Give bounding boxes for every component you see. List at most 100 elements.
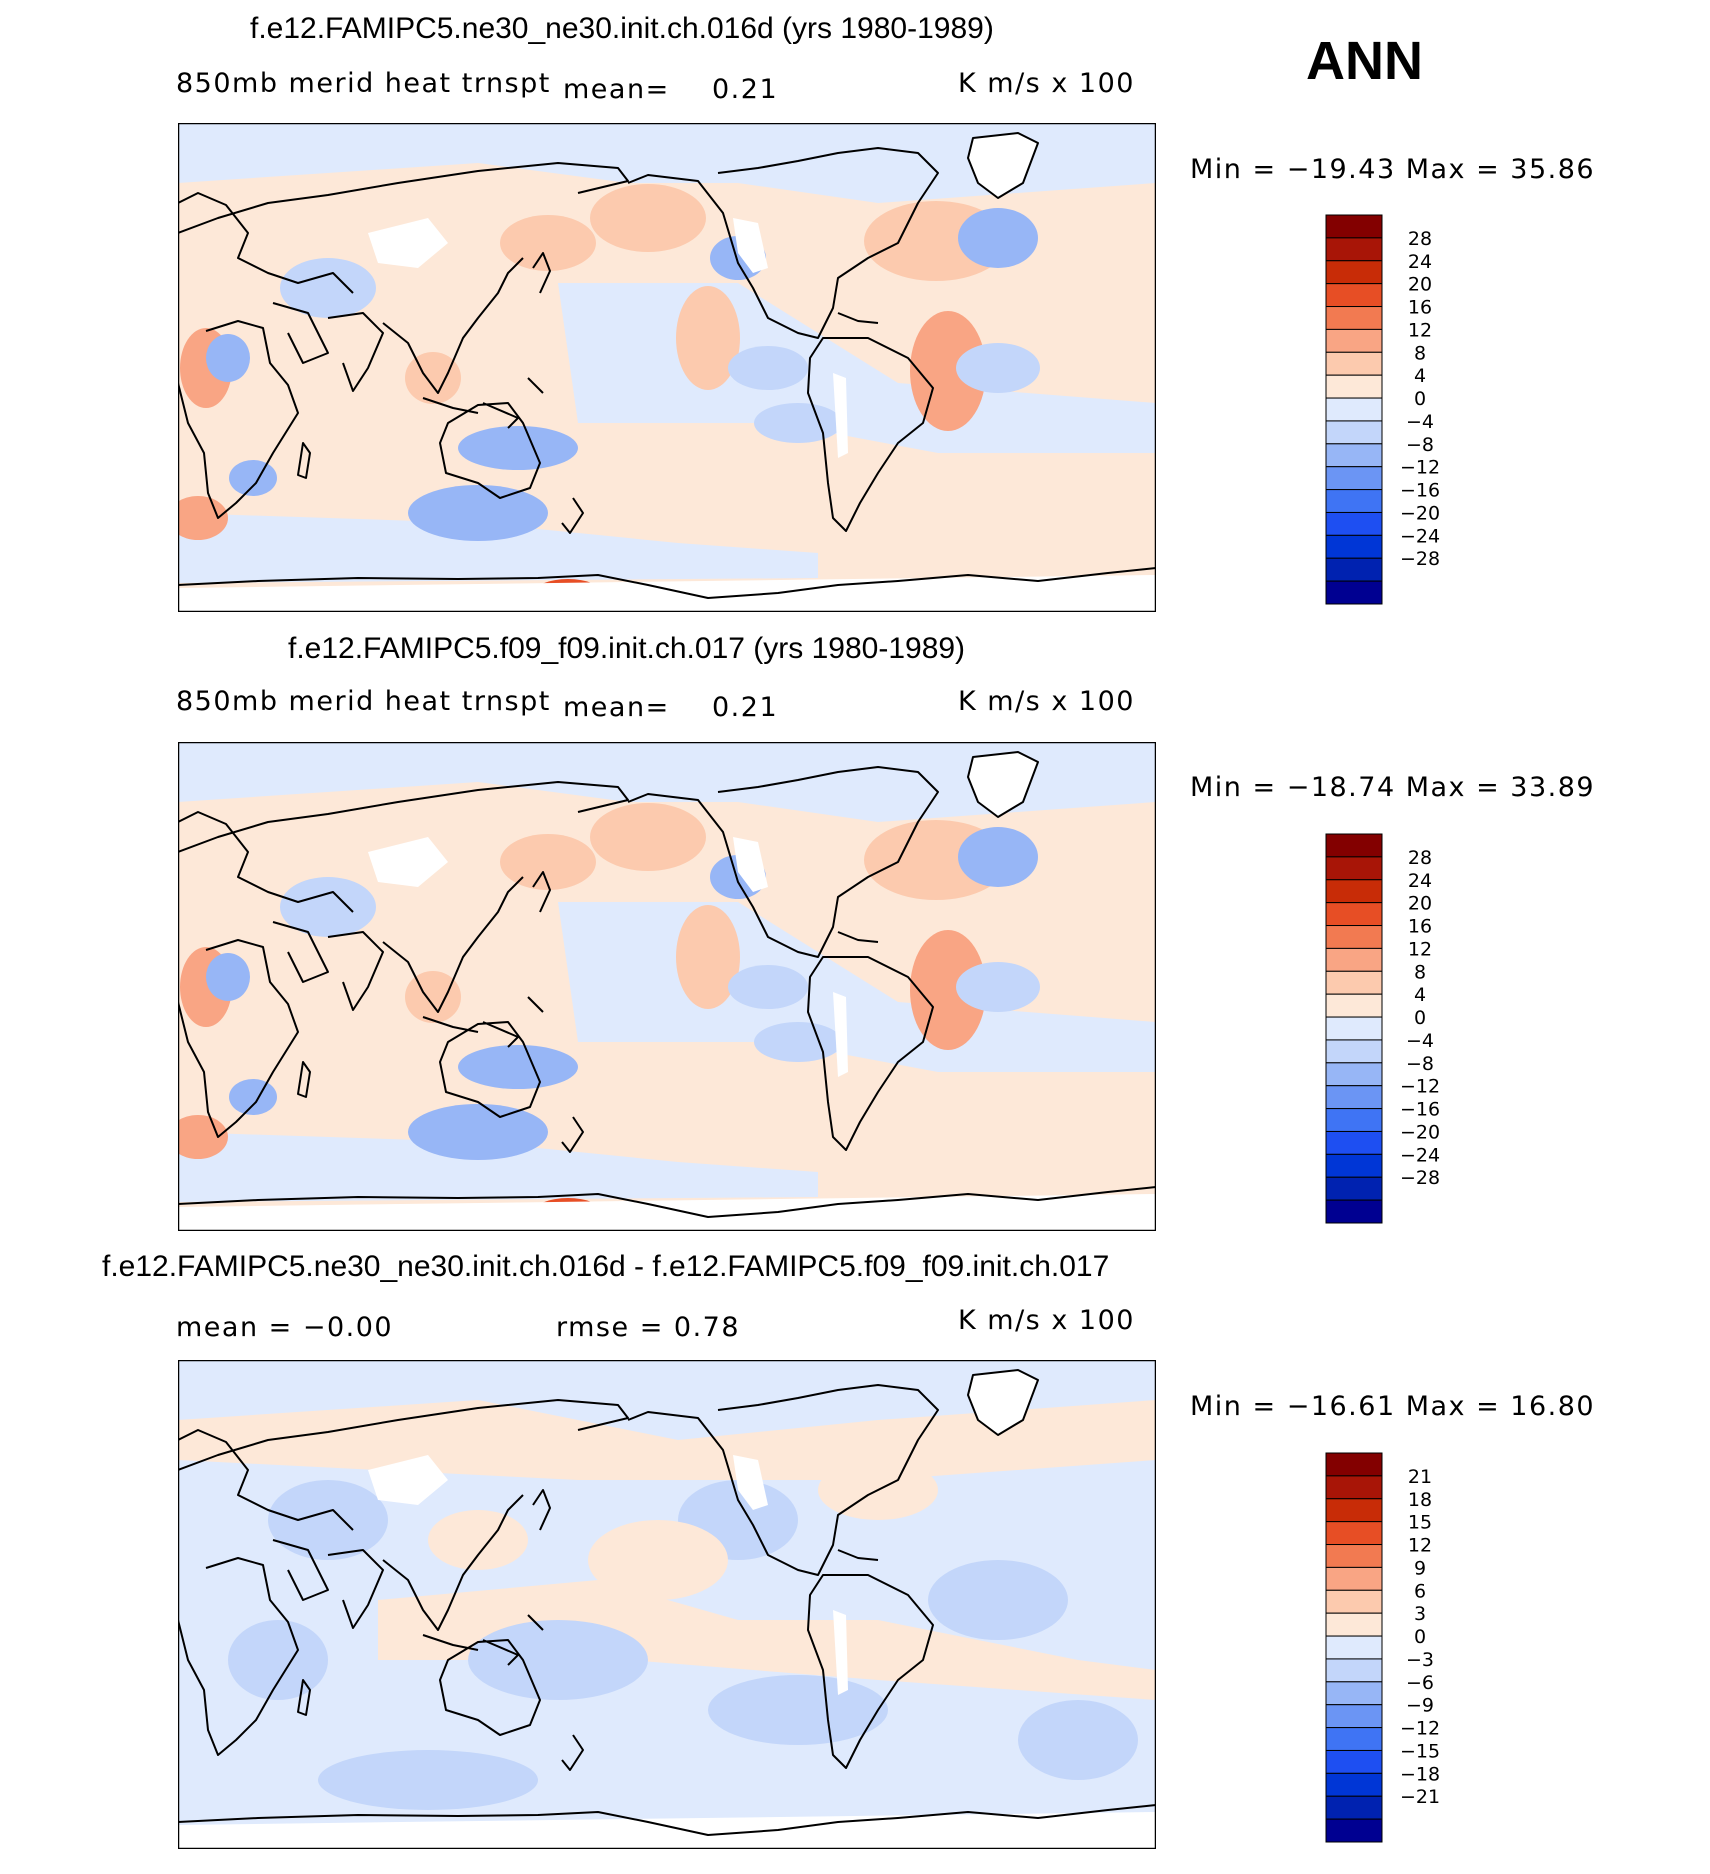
coastline <box>561 497 584 534</box>
panel2-title: f.e12.FAMIPC5.f09_f09.init.ch.017 (yrs 1… <box>288 632 966 665</box>
colorbar-tick-label: −9 <box>1406 1695 1434 1717</box>
colorbar-tick-label: −12 <box>1400 457 1440 479</box>
coastline <box>178 192 354 294</box>
coastline <box>178 939 299 1138</box>
field-band <box>178 123 1156 203</box>
coastline <box>482 1021 519 1048</box>
coastline <box>527 996 544 1013</box>
colorbar-cell <box>1325 1795 1383 1820</box>
coastline <box>627 1384 939 1576</box>
colorbar-tick-label: 12 <box>1408 1535 1432 1557</box>
field-anomaly <box>588 1520 728 1600</box>
coastline <box>178 1557 299 1756</box>
coastlines <box>178 751 1156 1218</box>
field-anomaly <box>178 1115 228 1159</box>
season-label: ANN <box>1306 31 1423 91</box>
colorbar-cell <box>1325 580 1383 605</box>
coastline <box>532 252 551 294</box>
colorbar-cell <box>1325 1635 1383 1660</box>
coastline <box>532 871 551 913</box>
colorbar-cell <box>1325 925 1383 949</box>
colorbar-tick-label: −24 <box>1400 525 1440 547</box>
panel1-mean-label: mean= <box>563 74 670 105</box>
coastline <box>422 1016 479 1033</box>
colorbar-tick-label: 9 <box>1414 1557 1426 1579</box>
colorbar-cell <box>1325 1475 1383 1500</box>
colorbar-tick-label: 8 <box>1414 961 1426 983</box>
colorbar-cell <box>1325 489 1383 513</box>
colorbar-tick-label: −4 <box>1406 1030 1434 1052</box>
missing-data-andes <box>833 992 848 1077</box>
colorbar-cell <box>1325 1681 1383 1706</box>
map-frame <box>178 1360 1156 1849</box>
panel3-title: f.e12.FAMIPC5.ne30_ne30.init.ch.016d - f… <box>102 1250 1110 1283</box>
colorbar-cell <box>1325 1452 1383 1477</box>
colorbar-tick-label: 0 <box>1414 1007 1426 1029</box>
coastline <box>439 1639 541 1736</box>
colorbar-cell <box>1325 1016 1383 1041</box>
field-anomaly <box>178 496 228 540</box>
colorbar-tick-label: −20 <box>1400 502 1440 524</box>
coastline <box>272 1539 329 1601</box>
missing-data-greenland <box>968 752 1038 817</box>
coastline <box>532 1489 551 1531</box>
panel1-map <box>178 123 1156 612</box>
colorbar-tick-label: −24 <box>1400 1144 1440 1166</box>
coastlines <box>178 132 1156 599</box>
panel1-units: K m/s x 100 <box>958 68 1135 99</box>
colorbar-tick-label: −28 <box>1400 548 1440 570</box>
colorbar-tick-label: −12 <box>1400 1718 1440 1740</box>
colorbar-cell <box>1325 1749 1383 1774</box>
colorbar-tick-label: 28 <box>1408 847 1432 869</box>
missing-data-tibet <box>368 837 448 887</box>
panel1-min-max: Min = −19.43 Max = 35.86 <box>1190 154 1596 185</box>
field-band <box>178 742 1156 822</box>
field-anomaly <box>968 298 1148 358</box>
field-anomaly <box>500 834 596 890</box>
colorbar-cell <box>1325 1589 1383 1614</box>
coastline <box>561 1116 584 1153</box>
missing-data-greenland <box>968 133 1038 198</box>
colorbar-tick-label: 16 <box>1408 297 1432 319</box>
colorbar-tick-label: −12 <box>1400 1076 1440 1098</box>
map-frame <box>178 742 1156 1231</box>
coastline <box>527 377 544 394</box>
colorbar-tick-label: 28 <box>1408 228 1432 250</box>
coastline <box>178 1429 354 1531</box>
missing-data-rockies <box>733 1455 768 1510</box>
colorbar-tick-label: 12 <box>1408 319 1432 341</box>
coastline <box>178 1804 1156 1836</box>
colorbar-cell <box>1325 947 1383 972</box>
missing-data-antarctica <box>178 575 1156 612</box>
colorbar-cell <box>1325 397 1383 422</box>
colorbar-cell <box>1325 1153 1383 1178</box>
coastline <box>382 257 524 394</box>
field-anomaly <box>408 1104 548 1160</box>
field-anomaly <box>590 803 706 871</box>
colorbar-cell <box>1325 970 1383 995</box>
colorbar-tick-label: −16 <box>1400 1099 1440 1121</box>
field-anomaly <box>590 184 706 252</box>
panel2-map <box>178 742 1156 1231</box>
coastline <box>807 956 934 1151</box>
colorbar-tick-label: −18 <box>1400 1763 1440 1785</box>
colorbar-tick-label: −8 <box>1406 434 1434 456</box>
colorbar-tick-label: 15 <box>1408 1512 1432 1534</box>
coastline <box>422 1634 479 1651</box>
map-frame <box>178 123 1156 612</box>
colorbar-cell <box>1325 260 1383 285</box>
colorbar-cell <box>1325 1062 1383 1087</box>
coastline <box>327 312 384 392</box>
colorbar-cell <box>1325 902 1383 927</box>
panel2-variable-label: 850mb merid heat trnspt <box>176 686 551 717</box>
field-anomaly <box>728 346 808 390</box>
coastline <box>837 931 879 943</box>
panel1-mean-value: 0.21 <box>712 74 779 105</box>
colorbar-tick-label: −3 <box>1406 1649 1434 1671</box>
colorbar-cell <box>1325 856 1383 881</box>
coastline <box>439 1021 541 1118</box>
field-anomaly <box>1018 1700 1138 1780</box>
coastline <box>272 302 329 364</box>
colorbar-cell <box>1325 557 1383 582</box>
colorbar-cell <box>1325 1176 1383 1201</box>
